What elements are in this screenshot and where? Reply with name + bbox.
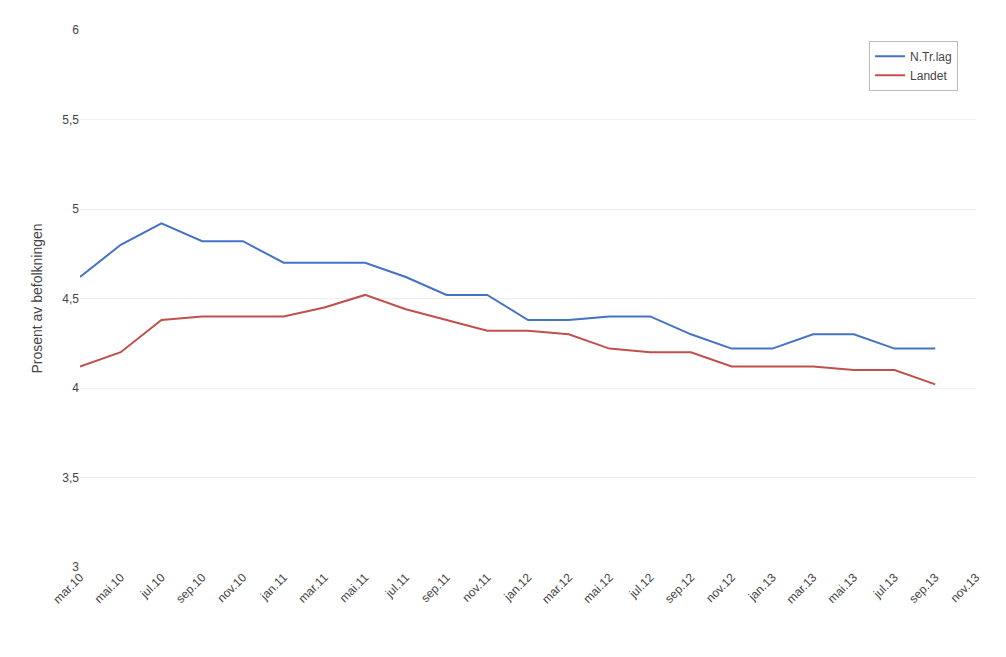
svg-text:sep.13: sep.13 xyxy=(906,570,942,606)
svg-text:mar.13: mar.13 xyxy=(784,570,820,606)
svg-text:mai.10: mai.10 xyxy=(92,570,128,606)
svg-text:jul.13: jul.13 xyxy=(870,570,901,601)
svg-text:4,5: 4,5 xyxy=(62,292,79,306)
svg-text:sep.10: sep.10 xyxy=(173,570,209,606)
svg-text:sep.12: sep.12 xyxy=(662,570,698,606)
svg-text:mai.12: mai.12 xyxy=(580,570,616,606)
svg-text:mar.12: mar.12 xyxy=(539,570,575,606)
svg-text:jan.12: jan.12 xyxy=(501,570,535,604)
svg-text:sep.11: sep.11 xyxy=(418,570,453,605)
svg-text:3,5: 3,5 xyxy=(62,471,79,485)
svg-text:jul.11: jul.11 xyxy=(382,570,412,600)
svg-text:mai.13: mai.13 xyxy=(825,570,861,606)
svg-text:nov.12: nov.12 xyxy=(703,570,738,605)
svg-text:N.Tr.lag: N.Tr.lag xyxy=(910,50,952,64)
svg-text:nov.11: nov.11 xyxy=(460,570,494,604)
svg-text:jul.12: jul.12 xyxy=(626,570,657,601)
svg-text:mai.11: mai.11 xyxy=(337,570,372,605)
svg-text:jan.11: jan.11 xyxy=(257,570,290,603)
svg-text:mar.11: mar.11 xyxy=(296,570,331,605)
svg-text:nov.13: nov.13 xyxy=(948,570,983,605)
svg-text:5,5: 5,5 xyxy=(62,113,79,127)
svg-text:nov.10: nov.10 xyxy=(215,570,250,605)
svg-text:mar.10: mar.10 xyxy=(51,570,87,606)
svg-text:jan.13: jan.13 xyxy=(745,570,779,604)
svg-text:4: 4 xyxy=(72,381,79,395)
svg-text:jul.10: jul.10 xyxy=(137,570,168,601)
svg-text:Prosent av befolkningen: Prosent av befolkningen xyxy=(29,223,45,373)
svg-text:5: 5 xyxy=(72,202,79,216)
svg-text:3: 3 xyxy=(72,560,79,574)
svg-text:6: 6 xyxy=(72,23,79,37)
svg-text:Landet: Landet xyxy=(910,69,947,83)
